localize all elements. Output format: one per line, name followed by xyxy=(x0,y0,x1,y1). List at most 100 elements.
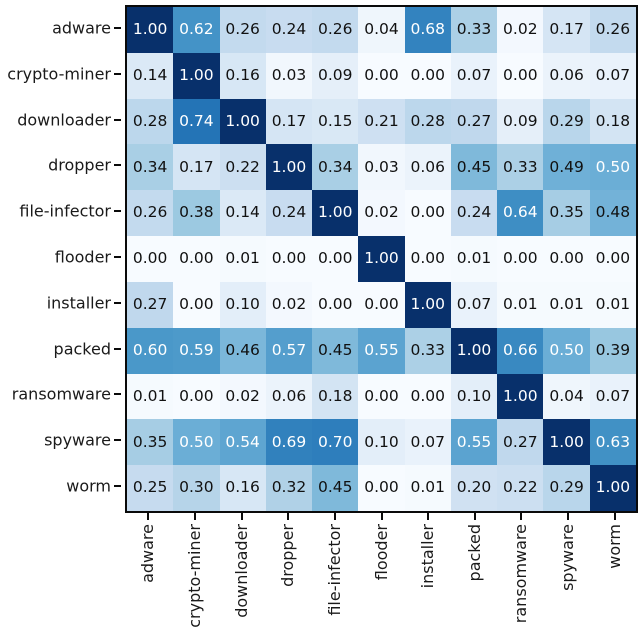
y-tick-mark xyxy=(114,485,121,488)
x-tick-mark xyxy=(427,513,430,520)
heatmap-cell-dropper-spyware: 0.49 xyxy=(543,144,590,191)
heatmap-cell-worm-adware: 0.25 xyxy=(127,465,174,511)
heatmap-cell-dropper-worm: 0.50 xyxy=(589,144,636,191)
heatmap-cell-file-infector-downloader: 0.14 xyxy=(219,190,266,237)
heatmap-cell-file-infector-installer: 0.00 xyxy=(404,190,451,237)
y-tick-mark xyxy=(114,26,121,29)
heatmap-cell-downloader-packed: 0.27 xyxy=(450,98,498,145)
y-axis-tick-marks xyxy=(114,5,121,509)
heatmap-cell-worm-crypto-miner: 0.30 xyxy=(173,465,220,511)
heatmap-cell-flooder-packed: 0.01 xyxy=(450,236,498,282)
heatmap-cell-flooder-spyware: 0.00 xyxy=(543,236,590,282)
heatmap-cell-crypto-miner-spyware: 0.06 xyxy=(543,52,590,99)
heatmap-cell-crypto-miner-file-infector: 0.09 xyxy=(312,52,359,99)
heatmap-plot-area: 1.00 0.62 0.26 0.24 0.26 0.04 0.68 0.33 0.02 0.17… xyxy=(125,5,638,513)
heatmap-cell-dropper-file-infector: 0.34 xyxy=(312,144,359,191)
heatmap-cell-ransomware-downloader: 0.02 xyxy=(219,373,266,420)
x-tick-label-text: flooder xyxy=(371,524,391,581)
heatmap-cell-installer-downloader: 0.10 xyxy=(219,281,266,328)
heatmap-cell-file-infector-crypto-miner: 0.38 xyxy=(173,190,220,237)
heatmap-cell-installer-file-infector: 0.00 xyxy=(312,281,359,328)
y-tick-label-packed: packed xyxy=(53,339,111,359)
heatmap-cell-crypto-miner-flooder: 0.00 xyxy=(358,52,405,99)
y-tick-label-installer: installer xyxy=(46,293,111,313)
heatmap-cell-dropper-dropper: 1.00 xyxy=(265,144,313,191)
heatmap-cell-flooder-adware: 0.00 xyxy=(127,236,174,282)
y-tick-mark xyxy=(114,118,121,121)
heatmap-cell-packed-crypto-miner: 0.59 xyxy=(173,327,220,374)
heatmap-cell-file-infector-worm: 0.48 xyxy=(589,190,636,237)
x-axis-tick-labels: adware crypto-miner downloader dropper file-… xyxy=(125,524,638,640)
heatmap-cell-packed-worm: 0.39 xyxy=(589,327,636,374)
heatmap-cell-file-infector-ransomware: 0.64 xyxy=(497,190,544,237)
heatmap-cell-spyware-downloader: 0.54 xyxy=(219,419,266,466)
heatmap-cell-crypto-miner-ransomware: 0.00 xyxy=(497,52,544,99)
x-tick-label-packed: packed xyxy=(465,524,484,581)
heatmap-cell-spyware-worm: 0.63 xyxy=(589,419,636,466)
heatmap-cell-packed-downloader: 0.46 xyxy=(219,327,266,374)
heatmap-cell-spyware-installer: 0.07 xyxy=(404,419,451,466)
x-tick-label-crypto-miner: crypto-miner xyxy=(184,524,204,628)
heatmap-cell-installer-dropper: 0.02 xyxy=(265,281,313,328)
heatmap-cell-adware-crypto-miner: 0.62 xyxy=(173,7,220,53)
y-tick-label-downloader: downloader xyxy=(17,110,111,130)
heatmap-cell-dropper-packed: 0.45 xyxy=(450,144,498,191)
heatmap-grid: 1.00 0.62 0.26 0.24 0.26 0.04 0.68 0.33 0.02 0.17… xyxy=(127,7,636,511)
heatmap-cell-crypto-miner-adware: 0.14 xyxy=(127,52,174,99)
heatmap-cell-worm-ransomware: 0.22 xyxy=(497,465,544,511)
heatmap-cell-file-infector-dropper: 0.24 xyxy=(265,190,313,237)
x-tick-label-text: spyware xyxy=(557,524,577,591)
y-tick-mark xyxy=(114,347,121,350)
heatmap-cell-ransomware-dropper: 0.06 xyxy=(265,373,313,420)
heatmap-cell-installer-spyware: 0.01 xyxy=(543,281,590,328)
heatmap-cell-file-infector-file-infector: 1.00 xyxy=(312,190,359,237)
x-tick-label-text: crypto-miner xyxy=(184,524,204,628)
x-tick-label-downloader: downloader xyxy=(231,524,250,618)
heatmap-cell-packed-file-infector: 0.45 xyxy=(312,327,359,374)
heatmap-cell-installer-flooder: 0.00 xyxy=(358,281,405,328)
y-tick-mark xyxy=(114,256,121,258)
x-tick-label-text: file-infector xyxy=(324,524,344,616)
heatmap-cell-flooder-crypto-miner: 0.00 xyxy=(173,236,220,282)
heatmap-cell-downloader-crypto-miner: 0.74 xyxy=(173,98,220,145)
x-tick-mark xyxy=(613,513,616,520)
heatmap-cell-flooder-flooder: 1.00 xyxy=(358,236,405,282)
y-tick-mark xyxy=(114,72,121,75)
x-tick-mark xyxy=(193,513,196,520)
heatmap-cell-adware-adware: 1.00 xyxy=(127,7,174,53)
heatmap-cell-downloader-ransomware: 0.09 xyxy=(497,98,544,145)
x-tick-mark xyxy=(380,513,383,520)
heatmap-cell-dropper-ransomware: 0.33 xyxy=(497,144,544,191)
x-tick-label-ransomware: ransomware xyxy=(511,524,530,623)
y-tick-mark xyxy=(114,301,121,304)
heatmap-cell-spyware-dropper: 0.69 xyxy=(265,419,313,466)
heatmap-cell-ransomware-crypto-miner: 0.00 xyxy=(173,373,220,420)
heatmap-cell-ransomware-flooder: 0.00 xyxy=(358,373,405,420)
y-tick-label-dropper: dropper xyxy=(48,155,111,175)
heatmap-cell-downloader-spyware: 0.29 xyxy=(543,98,590,145)
heatmap-cell-downloader-worm: 0.18 xyxy=(589,98,636,145)
heatmap-cell-dropper-flooder: 0.03 xyxy=(358,144,405,191)
heatmap-cell-adware-spyware: 0.17 xyxy=(543,7,590,53)
heatmap-cell-crypto-miner-worm: 0.07 xyxy=(589,52,636,99)
heatmap-cell-packed-ransomware: 0.66 xyxy=(497,327,544,374)
x-axis-tick-marks xyxy=(125,513,638,520)
heatmap-cell-adware-ransomware: 0.02 xyxy=(497,7,544,53)
heatmap-cell-downloader-adware: 0.28 xyxy=(127,98,174,145)
y-tick-label-crypto-miner: crypto-miner xyxy=(7,64,111,84)
heatmap-cell-spyware-file-infector: 0.70 xyxy=(312,419,359,466)
heatmap-cell-file-infector-spyware: 0.35 xyxy=(543,190,590,237)
heatmap-cell-crypto-miner-downloader: 0.16 xyxy=(219,52,266,99)
x-tick-mark xyxy=(520,513,523,520)
y-tick-mark xyxy=(114,393,121,396)
y-tick-label-spyware: spyware xyxy=(44,430,111,450)
heatmap-cell-packed-installer: 0.33 xyxy=(404,327,451,374)
y-tick-mark xyxy=(114,439,121,442)
heatmap-cell-packed-flooder: 0.55 xyxy=(358,327,405,374)
heatmap-cell-downloader-downloader: 1.00 xyxy=(219,98,266,145)
heatmap-cell-spyware-crypto-miner: 0.50 xyxy=(173,419,220,466)
heatmap-cell-packed-adware: 0.60 xyxy=(127,327,174,374)
heatmap-cell-adware-installer: 0.68 xyxy=(404,7,451,53)
heatmap-cell-downloader-installer: 0.28 xyxy=(404,98,451,145)
